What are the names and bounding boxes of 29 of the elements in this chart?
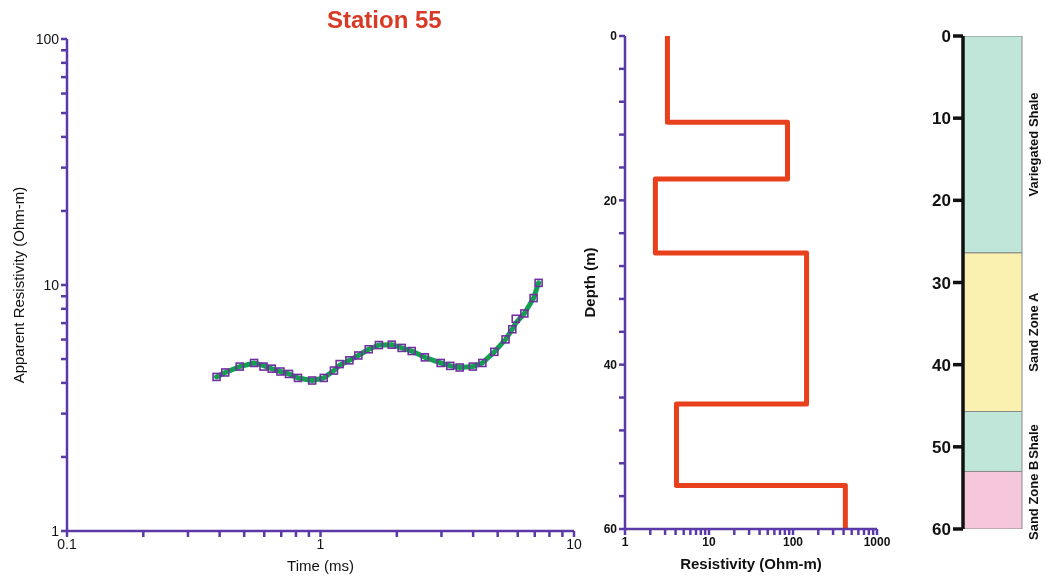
y-tick-label: 30 (932, 273, 951, 293)
chart-title: Station 55 (327, 6, 442, 34)
y-tick-label: 20 (932, 191, 951, 211)
text: Sand Zone A (1026, 292, 1042, 372)
y-tick-label: 60 (932, 520, 951, 540)
y-tick-label: 0 (941, 27, 951, 47)
y-tick-label: 40 (603, 357, 618, 372)
y-tick-label: 50 (932, 437, 951, 457)
text: Shale (1026, 424, 1042, 459)
x-tick-label: 0.1 (57, 535, 77, 552)
y-tick-label: 0 (610, 29, 618, 44)
x-tick-label: 100 (782, 534, 804, 549)
y-tick-label: 100 (35, 30, 60, 47)
x-tick-label: 1000 (863, 534, 891, 549)
x-tick-label: 10 (566, 535, 582, 552)
x-axis-title: Time (ms) (287, 557, 354, 574)
x-axis-title: Resistivity (Ohm-m) (680, 555, 822, 572)
text: Sand Zone B (1026, 460, 1042, 540)
y-tick-label: 20 (603, 193, 618, 208)
y-tick-label: 10 (43, 276, 60, 293)
y-axis-title: Apparent Resistivity (Ohm-m) (10, 186, 28, 384)
y-tick-label: 40 (932, 355, 951, 375)
text: Variegated Shale (1026, 92, 1042, 197)
x-tick-label: 1 (316, 535, 325, 552)
x-tick-label: 1 (621, 534, 629, 549)
y-tick-label: 10 (932, 109, 951, 129)
y-tick-label: 60 (603, 522, 618, 537)
y-axis-title: Depth (m) (581, 247, 599, 318)
x-tick-label: 10 (702, 534, 716, 549)
